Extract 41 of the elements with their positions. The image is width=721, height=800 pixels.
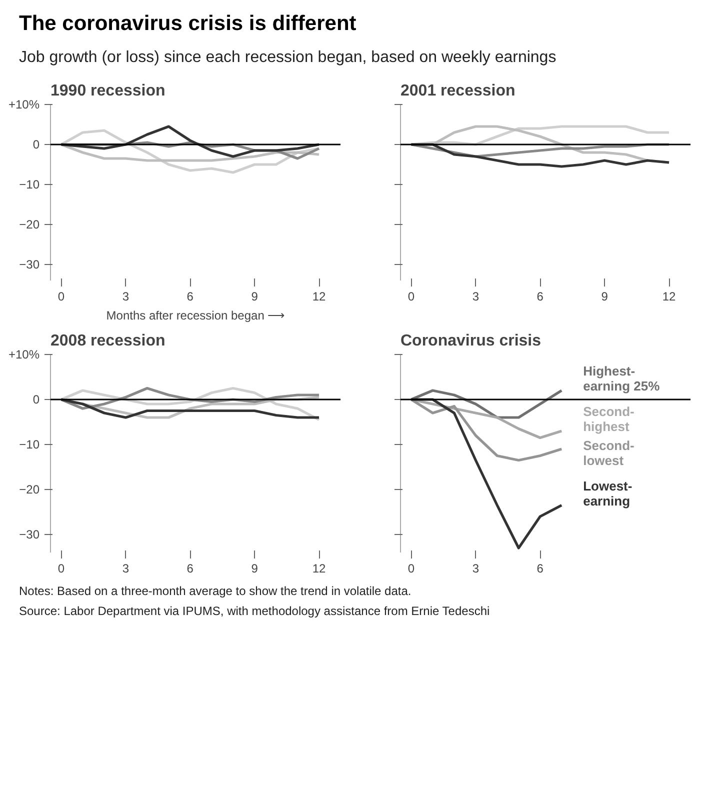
series-label: Highest-earning 25% <box>583 363 660 394</box>
y-tick-label: −10 <box>19 437 40 452</box>
x-tick-label: 12 <box>662 289 676 304</box>
x-tick-label: 9 <box>251 561 258 576</box>
series-label: Second-lowest <box>583 438 634 468</box>
y-tick-label: −20 <box>19 217 40 232</box>
chart-title: 2008 recession <box>50 332 166 350</box>
y-tick-label: 0 <box>32 392 40 406</box>
x-tick-label: 3 <box>122 561 130 576</box>
x-tick-label: 0 <box>58 289 65 304</box>
x-tick-label: 6 <box>536 289 544 304</box>
x-tick-label: 12 <box>312 289 326 304</box>
y-tick-label: +10% <box>8 347 40 362</box>
y-tick-label: −30 <box>19 527 40 542</box>
text: Job growth (or loss) since each recession began, based on weekly earnings <box>19 48 556 68</box>
x-tick-label: 0 <box>58 561 65 576</box>
chart-title: 2001 recession <box>400 82 516 100</box>
x-tick-label: 9 <box>601 289 608 304</box>
series-label: Second-highest <box>583 404 634 434</box>
chart-title: Coronavirus crisis <box>400 332 542 350</box>
x-tick-label: 9 <box>251 289 258 304</box>
x-tick-label: 0 <box>408 561 415 576</box>
source-note: Source: Labor Department via IPUMS, with methodology assistance from Ernie Tedeschi <box>19 602 490 620</box>
x-tick-label: 3 <box>122 289 130 304</box>
x-tick-label: 6 <box>186 289 194 304</box>
series-label: Lowest-earning <box>583 478 632 508</box>
text: Notes: Based on a three-month average to show the trend in volatile data. <box>19 582 412 600</box>
x-tick-label: 3 <box>472 561 480 576</box>
x-tick-label: 6 <box>536 561 544 576</box>
x-tick-label: 0 <box>408 289 415 304</box>
y-tick-label: −20 <box>19 482 40 496</box>
x-axis-title: Months after recession began ⟶ <box>106 308 285 322</box>
y-tick-label: 0 <box>32 137 40 152</box>
x-tick-label: 3 <box>472 289 480 304</box>
y-tick-label: −10 <box>19 177 40 192</box>
y-tick-label: +10% <box>8 97 40 112</box>
x-tick-label: 6 <box>186 561 194 576</box>
text: The coronavirus crisis is different <box>19 11 358 37</box>
y-tick-label: −30 <box>19 257 40 272</box>
x-tick-label: 12 <box>312 561 326 576</box>
chart-title: 1990 recession <box>50 82 166 100</box>
